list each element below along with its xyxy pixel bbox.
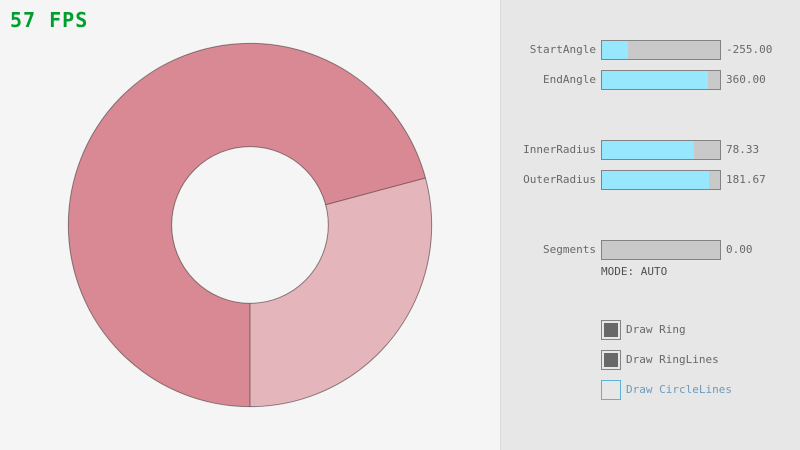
- slider-value: 0.00: [726, 243, 753, 256]
- endangle-slider[interactable]: [601, 70, 721, 90]
- slider-value: 78.33: [726, 143, 760, 156]
- checkbox-label: Draw RingLines: [626, 353, 719, 366]
- slider-row-startangle: StartAngle -255.00: [501, 40, 800, 60]
- slider-label: EndAngle: [543, 73, 596, 86]
- ring-single-coverage-sector: [250, 177, 432, 407]
- slider-value: -255.00: [726, 43, 773, 56]
- slider-row-segments: Segments 0.00: [501, 240, 800, 260]
- slider-fill: [602, 41, 628, 59]
- checkbox-label: Draw Ring: [626, 323, 686, 336]
- ring-outer-line: [67, 42, 433, 408]
- slider-label: Segments: [543, 243, 596, 256]
- slider-row-endangle: EndAngle 360.00: [501, 70, 800, 90]
- draw-ringlines-checkbox[interactable]: [601, 350, 621, 370]
- slider-fill: [602, 171, 710, 189]
- checkmark: [604, 323, 618, 337]
- slider-value: 181.67: [726, 173, 766, 186]
- ring-figure: [67, 42, 433, 408]
- innerradius-slider[interactable]: [601, 140, 721, 160]
- slider-row-innerradius: InnerRadius 78.33: [501, 140, 800, 160]
- mode-text: MODE: AUTO: [601, 265, 668, 278]
- slider-fill: [602, 141, 695, 159]
- checkbox-label: Draw CircleLines: [626, 383, 732, 396]
- startangle-slider[interactable]: [601, 40, 721, 60]
- fps-counter: 57 FPS: [10, 8, 89, 32]
- draw-circlelines-checkbox[interactable]: [601, 380, 621, 400]
- slider-label: OuterRadius: [523, 173, 596, 186]
- slider-value: 360.00: [726, 73, 766, 86]
- segments-slider[interactable]: [601, 240, 721, 260]
- outerradius-slider[interactable]: [601, 170, 721, 190]
- slider-row-outerradius: OuterRadius 181.67: [501, 170, 800, 190]
- slider-label: StartAngle: [529, 43, 596, 56]
- checkmark: [604, 353, 618, 367]
- ring-cap-line-start: [325, 177, 426, 206]
- ring-inner-line: [171, 146, 329, 304]
- draw-ring-checkbox[interactable]: [601, 320, 621, 340]
- control-panel: StartAngle -255.00 EndAngle 360.00 InnerRadi…: [500, 0, 800, 450]
- slider-label: InnerRadius: [523, 143, 596, 156]
- slider-fill: [602, 71, 709, 89]
